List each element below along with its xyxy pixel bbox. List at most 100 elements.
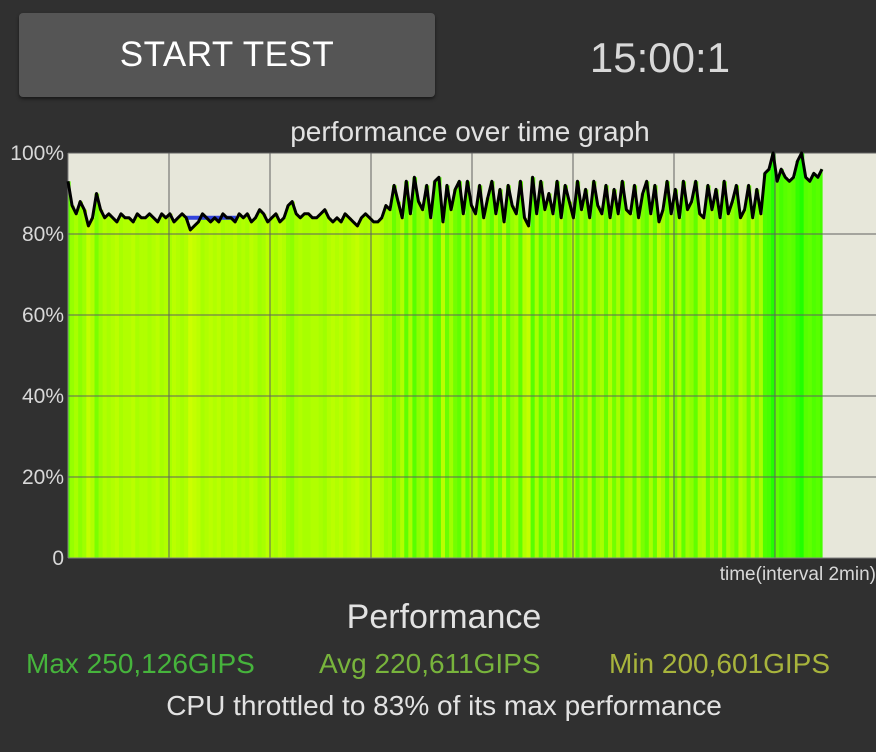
performance-fill-bar (127, 217, 132, 559)
performance-fill-bar (591, 181, 597, 558)
performance-fill-bar (371, 221, 377, 558)
performance-fill-bar (530, 177, 536, 559)
performance-fill-bar (343, 213, 348, 558)
performance-fill-bar (78, 201, 83, 558)
performance-fill-bar (318, 213, 324, 558)
performance-fill-bar (616, 213, 621, 558)
performance-fill-bar (310, 217, 316, 559)
performance-fill-bar (216, 221, 222, 558)
performance-fill-bar (632, 185, 638, 558)
performance-fill-bar (220, 213, 226, 558)
performance-fill-bar (473, 213, 479, 558)
performance-fill-bar (367, 217, 373, 559)
performance-fill-bar (465, 181, 471, 558)
performance-fill-bar (628, 213, 634, 558)
performance-chart (66, 151, 876, 559)
performance-fill-bar (624, 209, 630, 558)
performance-fill-bar (803, 177, 809, 559)
performance-fill-bar (339, 221, 344, 558)
performance-fill-bar (685, 209, 691, 558)
performance-fill-bar (253, 217, 259, 559)
performance-fill-bar (416, 201, 422, 558)
performance-fill-bar (208, 221, 214, 558)
performance-fill-bar (436, 177, 442, 559)
performance-fill-bar (355, 225, 361, 558)
performance-fill-bar (583, 189, 589, 558)
performance-fill-bar (449, 209, 454, 558)
performance-fill-bar (742, 209, 748, 558)
performance-fill-bar (139, 217, 144, 559)
performance-fill-bar (261, 213, 267, 558)
performance-fill-bar (70, 205, 75, 558)
performance-fill-bar (294, 213, 299, 558)
performance-fill-bar (567, 201, 572, 558)
performance-fill-bar (640, 193, 646, 558)
performance-fill-bar (701, 217, 707, 559)
y-tick-label-20: 20% (21, 466, 64, 489)
performance-fill-bar (68, 181, 71, 558)
performance-fill-bar (697, 213, 703, 558)
performance-fill-bar (542, 209, 548, 558)
performance-fill-bar (571, 217, 577, 559)
performance-fill-bar (461, 213, 466, 558)
elapsed-timer: 15:00:1 (589, 34, 731, 81)
performance-fill-bar (485, 197, 491, 559)
performance-fill-bar (587, 217, 593, 559)
performance-fill-bar (233, 221, 238, 558)
performance-fill-bar (681, 181, 687, 558)
performance-fill-bar (669, 213, 674, 558)
performance-fill-bar (286, 205, 291, 558)
performance-fill-bar (241, 217, 246, 559)
performance-fill-bar (726, 213, 731, 558)
performance-fill-bar (290, 201, 295, 558)
performance-fill-bar (795, 161, 801, 558)
performance-fill-bar (392, 185, 397, 558)
performance-fill-bar (534, 213, 540, 558)
performance-fill-bar (722, 181, 727, 558)
performance-fill-bar (713, 189, 719, 558)
performance-fill-bar (400, 217, 405, 559)
performance-fill-bar (538, 181, 544, 558)
performance-fill-bar (269, 217, 275, 559)
performance-fill-bar (799, 153, 805, 558)
performance-fill-bar (123, 217, 128, 559)
performance-fill-bar (510, 205, 515, 558)
performance-fill-bar (314, 217, 320, 559)
performance-line (66, 151, 824, 232)
performance-fill-bar (693, 181, 699, 558)
performance-fill-bar (811, 173, 817, 558)
y-tick-label-0: 0 (52, 547, 64, 570)
performance-fill-bar (705, 185, 711, 558)
performance-fill-bar (176, 217, 181, 559)
start-test-button[interactable]: START TEST (19, 13, 435, 97)
graph-title: performance over time graph (290, 116, 650, 147)
performance-fill-bar (326, 217, 332, 559)
performance-fill-bar (595, 205, 601, 558)
performance-fill-bar (518, 181, 524, 558)
performance-fill-bar (608, 217, 613, 559)
performance-fill-bar (359, 217, 365, 559)
performance-fill-bar (819, 169, 823, 558)
performance-fill-bar (481, 217, 487, 559)
performance-fill-bar (620, 181, 625, 558)
y-tick-label-60: 60% (21, 304, 64, 327)
performance-fill-bar (396, 201, 401, 558)
performance-fill-bar (506, 185, 511, 558)
performance-fill-bar (555, 181, 560, 558)
performance-fill-bar (775, 181, 780, 558)
performance-fill-bar (771, 153, 776, 558)
performance-fill-bar (94, 193, 100, 558)
performance-fill-bar (159, 213, 165, 558)
performance-fill-bar (135, 213, 140, 558)
performance-fill-bar (762, 173, 768, 558)
performance-fill-bar (347, 217, 352, 559)
performance-fill-bar (522, 217, 528, 559)
performance-fill-bar (457, 181, 462, 558)
performance-fill-bar (188, 229, 193, 558)
performance-fill-bar (212, 217, 218, 559)
performance-fill-bar (192, 225, 197, 558)
performance-fill-bar (424, 185, 430, 558)
performance-fill-bar (383, 205, 389, 558)
performance-fill-bar (228, 217, 234, 559)
performance-fill-bar (298, 217, 303, 559)
